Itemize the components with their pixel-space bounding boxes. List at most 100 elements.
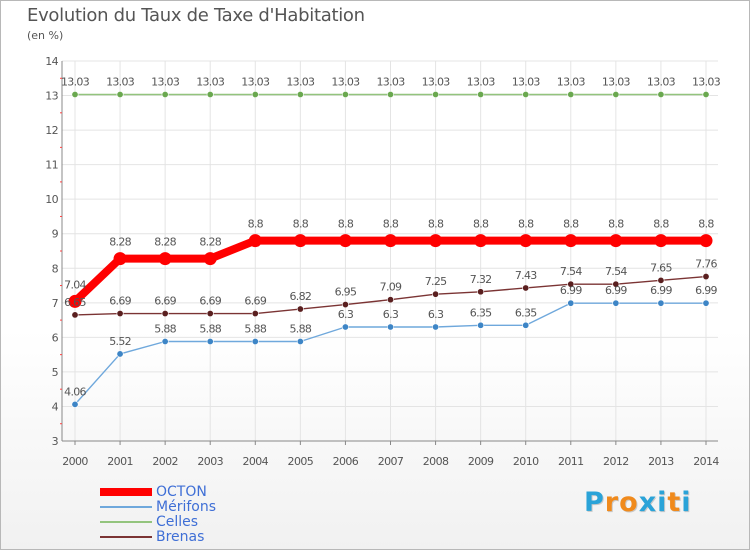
data-point-merifons — [477, 321, 485, 329]
data-label-brenas: 7.65 — [650, 261, 672, 274]
data-label-celles: 13.03 — [692, 76, 721, 89]
x-tick-label: 2014 — [693, 455, 719, 468]
data-label-brenas: 7.09 — [380, 281, 402, 294]
legend-swatch-merifons — [100, 506, 152, 508]
data-label-merifons: 6.35 — [515, 306, 537, 319]
data-label-merifons: 6.99 — [650, 284, 672, 297]
data-point-octon — [474, 234, 488, 248]
data-label-octon: 8.8 — [473, 218, 489, 231]
data-label-celles: 13.03 — [557, 76, 586, 89]
data-label-merifons: 5.52 — [109, 335, 131, 348]
data-point-celles — [251, 91, 259, 99]
data-point-brenas — [612, 280, 620, 288]
data-point-celles — [341, 91, 349, 99]
data-point-celles — [296, 91, 304, 99]
data-label-celles: 13.03 — [331, 76, 360, 89]
data-label-merifons: 6.99 — [605, 284, 627, 297]
logo-letter: x — [638, 487, 658, 518]
data-label-merifons: 5.88 — [199, 323, 221, 336]
data-point-octon — [113, 252, 127, 266]
data-point-brenas — [386, 296, 394, 304]
data-point-octon — [68, 294, 82, 308]
data-label-merifons: 6.3 — [383, 308, 399, 321]
x-tick-label: 2004 — [242, 455, 268, 468]
data-label-brenas: 6.65 — [64, 296, 86, 309]
data-point-merifons — [432, 323, 440, 331]
data-point-brenas — [477, 288, 485, 296]
data-point-celles — [477, 91, 485, 99]
data-label-brenas: 7.43 — [515, 269, 537, 282]
x-tick-label: 2003 — [197, 455, 223, 468]
data-label-celles: 13.03 — [647, 76, 676, 89]
data-point-celles — [386, 91, 394, 99]
data-point-octon — [699, 234, 713, 248]
data-label-merifons: 6.3 — [338, 308, 354, 321]
data-point-octon — [519, 234, 533, 248]
legend-swatch-brenas — [100, 536, 152, 538]
data-label-merifons: 5.88 — [290, 323, 312, 336]
x-tick-label: 2013 — [648, 455, 674, 468]
data-point-celles — [657, 91, 665, 99]
data-point-brenas — [341, 301, 349, 309]
data-label-celles: 13.03 — [241, 76, 270, 89]
data-point-merifons — [116, 350, 124, 358]
data-point-brenas — [657, 276, 665, 284]
data-label-celles: 13.03 — [61, 76, 90, 89]
x-tick-label: 2008 — [423, 455, 449, 468]
logo-letter: P — [584, 487, 605, 518]
data-point-brenas — [251, 310, 259, 318]
x-tick-label: 2007 — [378, 455, 404, 468]
data-label-merifons: 6.35 — [470, 306, 492, 319]
proxiti-logo: Proxiti — [584, 487, 692, 518]
data-label-celles: 13.03 — [602, 76, 631, 89]
data-label-brenas: 6.69 — [244, 295, 266, 308]
data-point-octon — [564, 234, 578, 248]
data-label-octon: 8.8 — [338, 218, 354, 231]
data-point-merifons — [522, 321, 530, 329]
data-point-brenas — [522, 284, 530, 292]
data-label-octon: 8.8 — [698, 218, 714, 231]
data-point-celles — [116, 91, 124, 99]
data-label-celles: 13.03 — [422, 76, 451, 89]
data-point-octon — [203, 252, 217, 266]
data-label-brenas: 7.25 — [425, 275, 447, 288]
y-tick-label: 9 — [52, 228, 59, 241]
data-point-merifons — [206, 338, 214, 346]
data-point-celles — [71, 91, 79, 99]
data-label-octon: 8.28 — [199, 236, 221, 249]
data-label-octon: 8.8 — [563, 218, 579, 231]
data-label-celles: 13.03 — [512, 76, 541, 89]
data-label-octon: 8.8 — [518, 218, 534, 231]
data-label-celles: 13.03 — [286, 76, 315, 89]
legend-swatch-octon — [100, 488, 152, 496]
data-label-octon: 8.8 — [428, 218, 444, 231]
x-tick-label: 2011 — [558, 455, 584, 468]
data-point-octon — [293, 234, 307, 248]
data-point-celles — [206, 91, 214, 99]
data-point-merifons — [702, 299, 710, 307]
data-label-merifons: 5.88 — [244, 323, 266, 336]
data-label-celles: 13.03 — [196, 76, 225, 89]
data-label-merifons: 6.99 — [695, 284, 717, 297]
data-point-celles — [702, 91, 710, 99]
data-label-celles: 13.03 — [467, 76, 496, 89]
logo-letter: i — [657, 487, 668, 518]
data-point-brenas — [161, 310, 169, 318]
data-point-celles — [567, 91, 575, 99]
x-tick-label: 2001 — [107, 455, 133, 468]
data-label-brenas: 6.82 — [290, 290, 312, 303]
x-tick-label: 2006 — [333, 455, 359, 468]
data-point-brenas — [567, 280, 575, 288]
data-label-celles: 13.03 — [151, 76, 180, 89]
data-label-octon: 8.28 — [154, 236, 176, 249]
data-label-celles: 13.03 — [377, 76, 406, 89]
y-tick-label: 13 — [45, 90, 58, 103]
y-tick-label: 11 — [45, 159, 58, 172]
data-point-merifons — [161, 338, 169, 346]
data-point-celles — [612, 91, 620, 99]
logo-letter: i — [681, 487, 692, 518]
data-point-octon — [609, 234, 623, 248]
data-point-celles — [161, 91, 169, 99]
data-point-octon — [338, 234, 352, 248]
y-tick-label: 12 — [45, 124, 58, 137]
